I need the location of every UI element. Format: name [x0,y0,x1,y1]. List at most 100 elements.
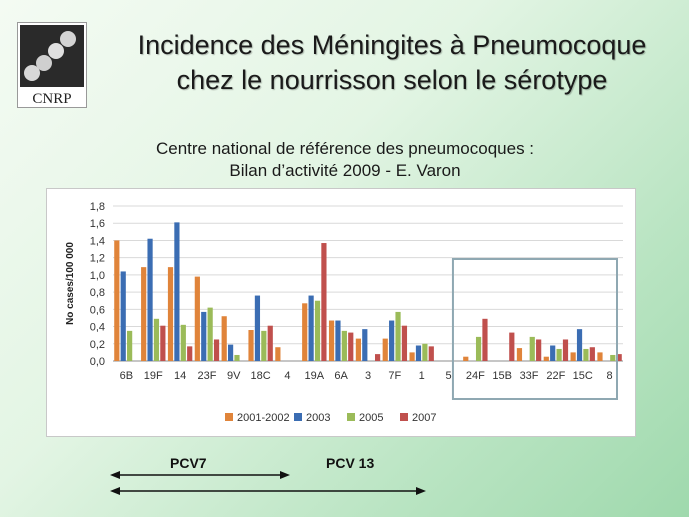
x-tick-label: 7F [388,370,401,382]
bar-2003-19F [147,238,153,361]
bar-2001-2002-22F [543,356,549,361]
bar-2001-2002-8 [597,352,603,361]
bar-2007-3 [375,354,381,361]
bar-2003-14 [174,222,180,361]
bar-2007-15B [509,332,515,361]
legend-label: 2007 [412,412,436,424]
x-tick-label: 23F [197,370,216,382]
y-tick-label: 0,2 [90,339,105,351]
bar-2007-15C [589,347,595,361]
y-axis-label: No cases/100 000 [65,242,76,325]
bar-chart: 0,0 0,2 0,4 0,6 0,8 1,0 1,2 1,4 1,6 1,8 No cases/1… [65,201,623,424]
bar-2007-33F [536,339,542,361]
bar-2005-14 [180,324,186,361]
bar-2007-14 [187,346,193,361]
bar-2005-15C [583,348,589,361]
bar-2005-24F [475,336,482,361]
x-tick-label: 22F [546,370,565,382]
bar-2005-1 [422,343,428,361]
y-tick-label: 0,4 [90,322,105,334]
y-tick-label: 0,0 [90,356,105,368]
subtitle-line-2: Bilan d’activité 2009 - E. Varon [229,161,461,180]
bar-2007-1 [428,346,434,361]
bar-2003-1 [415,345,422,361]
x-tick-label: 15B [492,370,512,382]
bar-2003-9V [227,344,234,361]
legend-label: 2003 [306,412,330,424]
bar-2001-2002-6A [328,320,335,361]
bar-2003-23F [201,311,207,361]
bar-2007-19A [321,243,327,361]
bar-2005-23F [207,307,213,361]
bar-2003-3 [362,329,368,361]
bar-2001-2002-15C [570,352,576,361]
bar-2005-22F [556,348,562,361]
pcv13-arrow [110,487,426,495]
x-tick-label: 6B [120,370,133,382]
x-tick-label: 4 [284,370,290,382]
x-tick-label: 6A [334,370,348,382]
bar-2007-22F [562,339,569,361]
bar-2007-6A [348,332,354,361]
x-tick-label: 24F [466,370,485,382]
bar-2001-2002-3 [355,338,361,361]
bar-2001-2002-23F [194,276,200,361]
pcv7-label: PCV7 [170,455,207,471]
bar-2005-6B [127,330,133,361]
bar-2001-2002-24F [463,356,469,361]
bar-2005-6A [341,330,347,361]
bar-2001-2002-4 [275,347,281,361]
subtitle-line-1: Centre national de référence des pneumoc… [155,139,535,158]
legend-label: 2005 [359,412,383,424]
bar-2003-6A [335,320,341,361]
y-tick-label: 1,6 [90,218,105,230]
bar-2007-8 [616,354,622,361]
bar-2001-2002-7F [382,338,388,361]
highlight-box [451,258,618,400]
bar-2007-24F [482,318,488,361]
bar-2005-19A [314,300,321,361]
bar-2001-2002-18C [248,330,254,361]
title-line-2: chez le nourrisson selon le sérotype [176,65,608,95]
legend-swatch [225,413,233,421]
pcv7-arrow [110,471,290,479]
x-tick-label: 5 [445,370,451,382]
pcv13-label: PCV 13 [326,455,375,471]
legend-swatch [294,413,302,421]
y-tick-label: 0,8 [90,287,105,299]
x-tick-label: 9V [227,370,241,382]
bar-2005-7F [395,311,401,361]
page-subtitle: Centre national de référence des pneumoc… [60,138,630,182]
x-tick-label: 18C [251,370,271,382]
bar-2005-18C [261,330,267,361]
bar-2001-2002-1 [409,352,415,361]
x-tick-label: 14 [174,370,186,382]
y-tick-label: 1,8 [90,201,105,213]
bar-2001-2002-14 [167,267,174,361]
x-tick-label: 8 [607,370,613,382]
x-tick-label: 19F [144,370,163,382]
bar-2007-18C [267,325,273,361]
logo-text: CNRP [32,91,71,107]
bar-2003-19A [308,295,314,361]
x-tick-label: 15C [573,370,593,382]
bar-2005-9V [234,354,240,361]
x-tick-label: 19A [305,370,325,382]
legend-swatch [400,413,408,421]
bar-2001-2002-19F [141,267,147,361]
page-title: Incidence des Méningites à Pneumocoque c… [95,28,689,98]
bar-2003-22F [550,345,556,361]
bar-2007-19F [160,325,166,361]
bar-2005-8 [610,354,616,361]
x-tick-label: 1 [419,370,425,382]
y-tick-label: 1,2 [90,253,105,265]
bar-2003-15C [576,329,583,361]
y-tick-label: 1,0 [90,270,105,282]
legend-label: 2001-2002 [237,412,290,424]
y-tick-label: 1,4 [90,235,105,247]
x-tick-label: 3 [365,370,371,382]
bar-2003-18C [254,295,261,361]
bar-2001-2002-9V [221,316,227,361]
x-tick-label: 33F [520,370,539,382]
bar-2003-7F [389,320,395,361]
